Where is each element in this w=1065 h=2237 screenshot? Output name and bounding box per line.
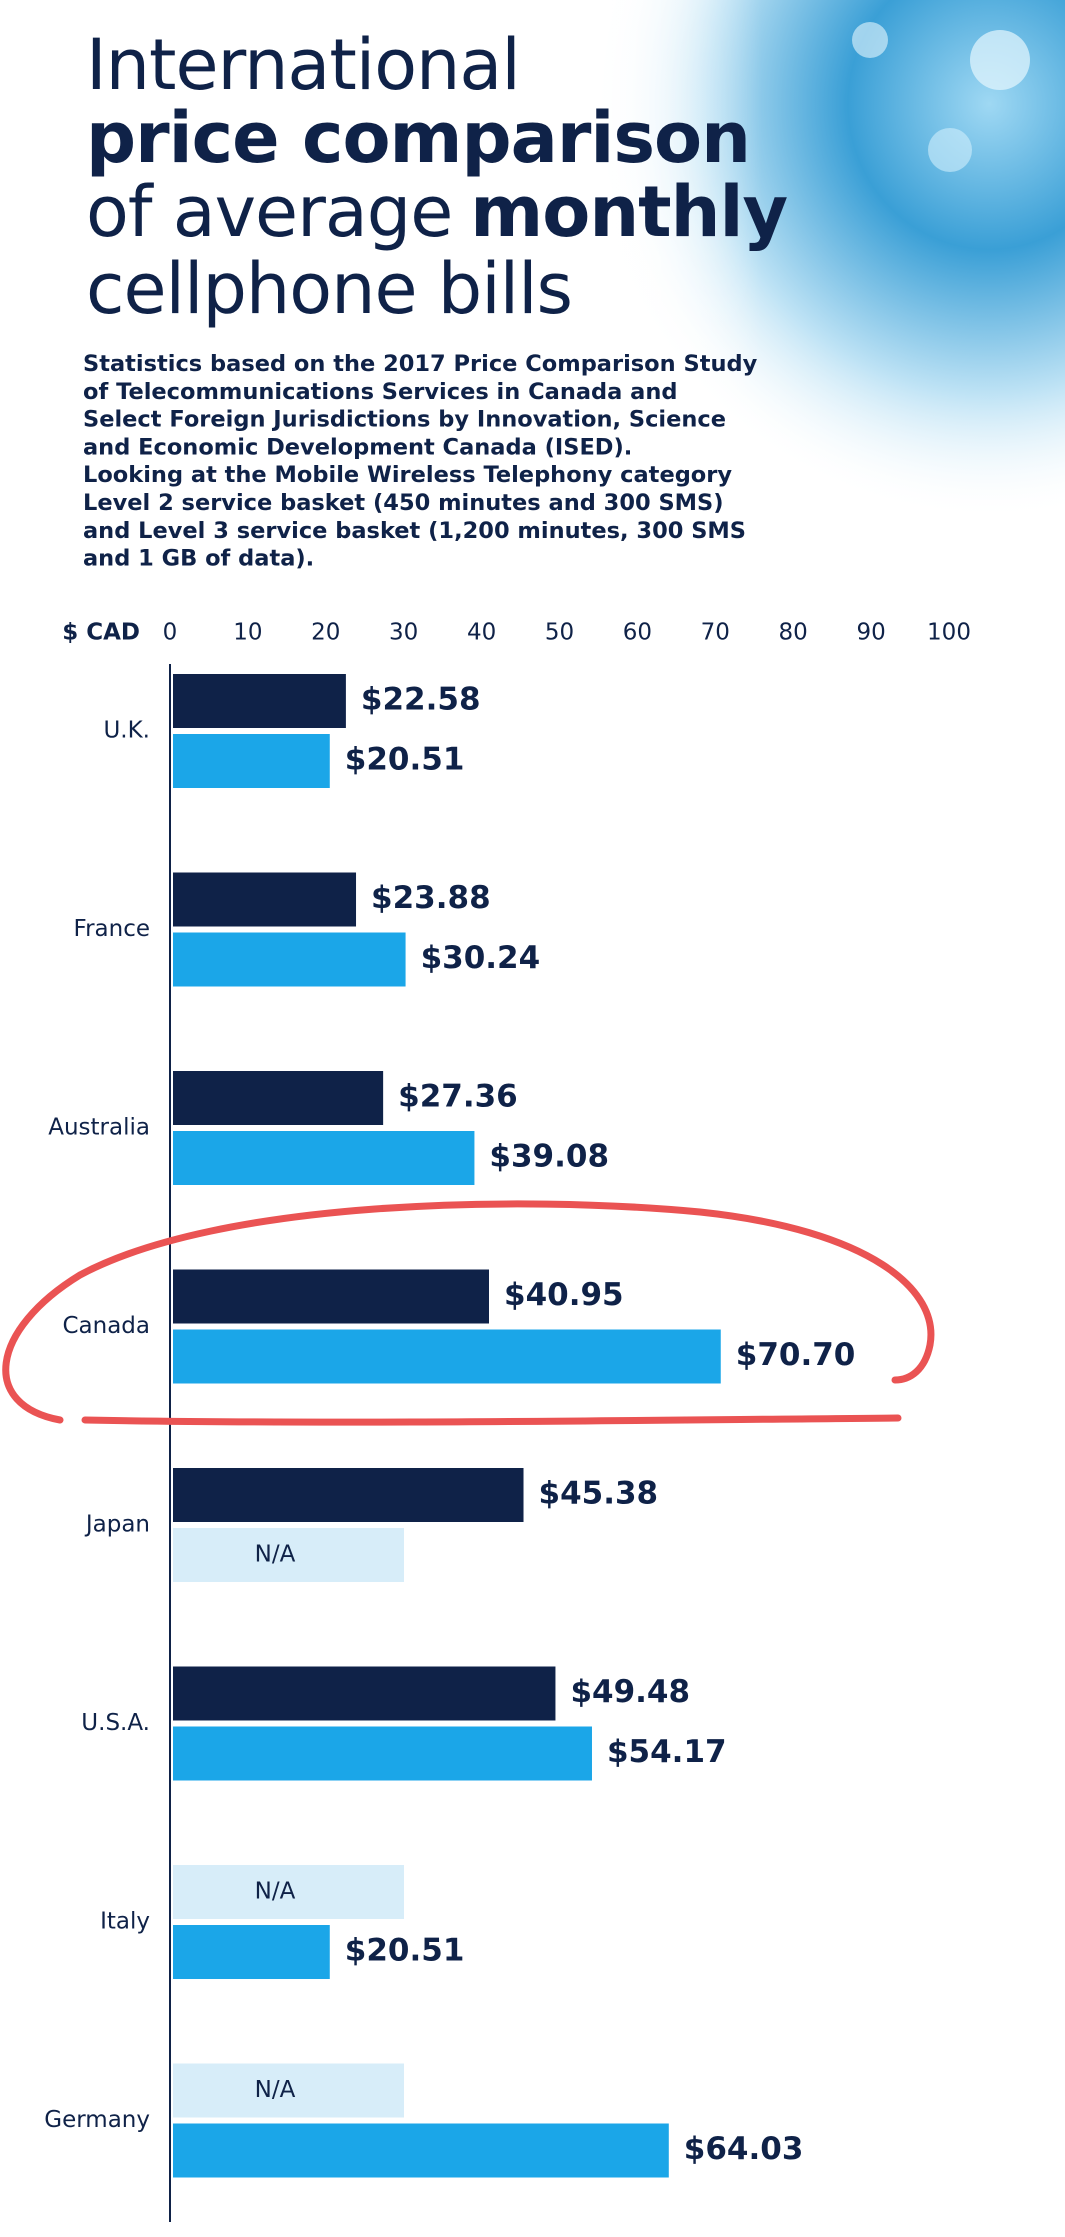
bar <box>173 674 346 728</box>
na-bar <box>173 1528 404 1582</box>
category-label: Japan <box>84 1512 150 1538</box>
value-label: $30.24 <box>421 940 541 976</box>
category-label: Italy <box>100 1909 150 1935</box>
title-part: cellphone bills <box>86 248 572 330</box>
title-line: of average monthly <box>86 171 787 253</box>
value-label: N/A <box>255 1879 296 1905</box>
value-label: $20.51 <box>345 1933 465 1969</box>
value-label: N/A <box>255 2077 296 2103</box>
value-label: $64.03 <box>684 2131 804 2167</box>
x-tick-label: 40 <box>467 620 496 646</box>
x-tick-label: 70 <box>701 620 730 646</box>
x-tick-label: 50 <box>545 620 574 646</box>
value-label: N/A <box>255 1542 296 1568</box>
bar <box>173 1269 490 1324</box>
bar <box>173 872 357 927</box>
value-label: $45.38 <box>539 1476 659 1512</box>
value-label: $20.51 <box>345 742 465 778</box>
value-label: $49.48 <box>570 1674 690 1710</box>
category-label: Canada <box>62 1313 150 1339</box>
subtitle-line: and Economic Development Canada (ISED). <box>83 434 632 460</box>
category-label: France <box>74 916 150 942</box>
value-label: $22.58 <box>361 682 481 718</box>
x-tick-label: 100 <box>927 620 971 646</box>
title-part: of average <box>86 171 452 253</box>
bar <box>173 1071 384 1125</box>
x-tick-label: 10 <box>233 620 262 646</box>
category-label: U.K. <box>103 718 150 744</box>
title-line: International <box>86 24 520 106</box>
bokeh <box>852 22 888 58</box>
x-tick-label: 90 <box>856 620 885 646</box>
bar <box>173 734 330 788</box>
category-label: Germany <box>44 2107 150 2133</box>
bar <box>173 1329 721 1384</box>
title-part: monthly <box>470 171 787 253</box>
subtitle-line: of Telecommunications Services in Canada… <box>83 379 677 405</box>
subtitle: Statistics based on the 2017 Price Compa… <box>83 351 758 572</box>
bokeh <box>928 128 972 172</box>
x-tick-label: 60 <box>623 620 652 646</box>
x-tick-label: 80 <box>779 620 808 646</box>
value-label: $54.17 <box>607 1734 727 1770</box>
subtitle-line: Looking at the Mobile Wireless Telephony… <box>83 462 732 488</box>
title-part: International <box>86 24 520 106</box>
na-bar <box>173 1865 404 1919</box>
bokeh <box>970 30 1030 90</box>
category-label: U.S.A. <box>81 1710 150 1736</box>
category-label: Australia <box>48 1115 150 1141</box>
x-tick-label: 0 <box>163 620 178 646</box>
value-label: $27.36 <box>398 1079 518 1115</box>
bar <box>173 932 406 987</box>
subtitle-line: and Level 3 service basket (1,200 minute… <box>83 518 746 544</box>
bar <box>173 1666 556 1721</box>
bar <box>173 1131 475 1185</box>
subtitle-line: Select Foreign Jurisdictions by Innovati… <box>83 407 726 433</box>
value-label: $70.70 <box>736 1337 856 1373</box>
x-tick-label: 30 <box>389 620 418 646</box>
highlight-circle <box>2 1200 935 1426</box>
bar <box>173 1925 330 1979</box>
title-line: price comparison <box>86 97 750 179</box>
value-label: $39.08 <box>489 1139 609 1175</box>
x-tick-label: 20 <box>311 620 340 646</box>
bar <box>173 2123 669 2178</box>
background-fade <box>560 0 1065 520</box>
subtitle-line: and 1 GB of data). <box>83 546 314 572</box>
bar <box>173 1726 592 1781</box>
title-part: price comparison <box>86 97 750 179</box>
x-axis-label: $ CAD <box>62 620 140 646</box>
bar <box>173 1468 524 1522</box>
title-line: cellphone bills <box>86 248 572 330</box>
subtitle-line: Level 2 service basket (450 minutes and … <box>83 490 724 516</box>
subtitle-line: Statistics based on the 2017 Price Compa… <box>83 351 758 377</box>
na-bar <box>173 2063 404 2118</box>
value-label: $23.88 <box>371 880 491 916</box>
plot: 0 10 20 30 40 50 60 70 80 90 100 U.K. $22.58 $20.51 Fr… <box>44 620 971 2178</box>
value-label: $40.95 <box>504 1277 624 1313</box>
